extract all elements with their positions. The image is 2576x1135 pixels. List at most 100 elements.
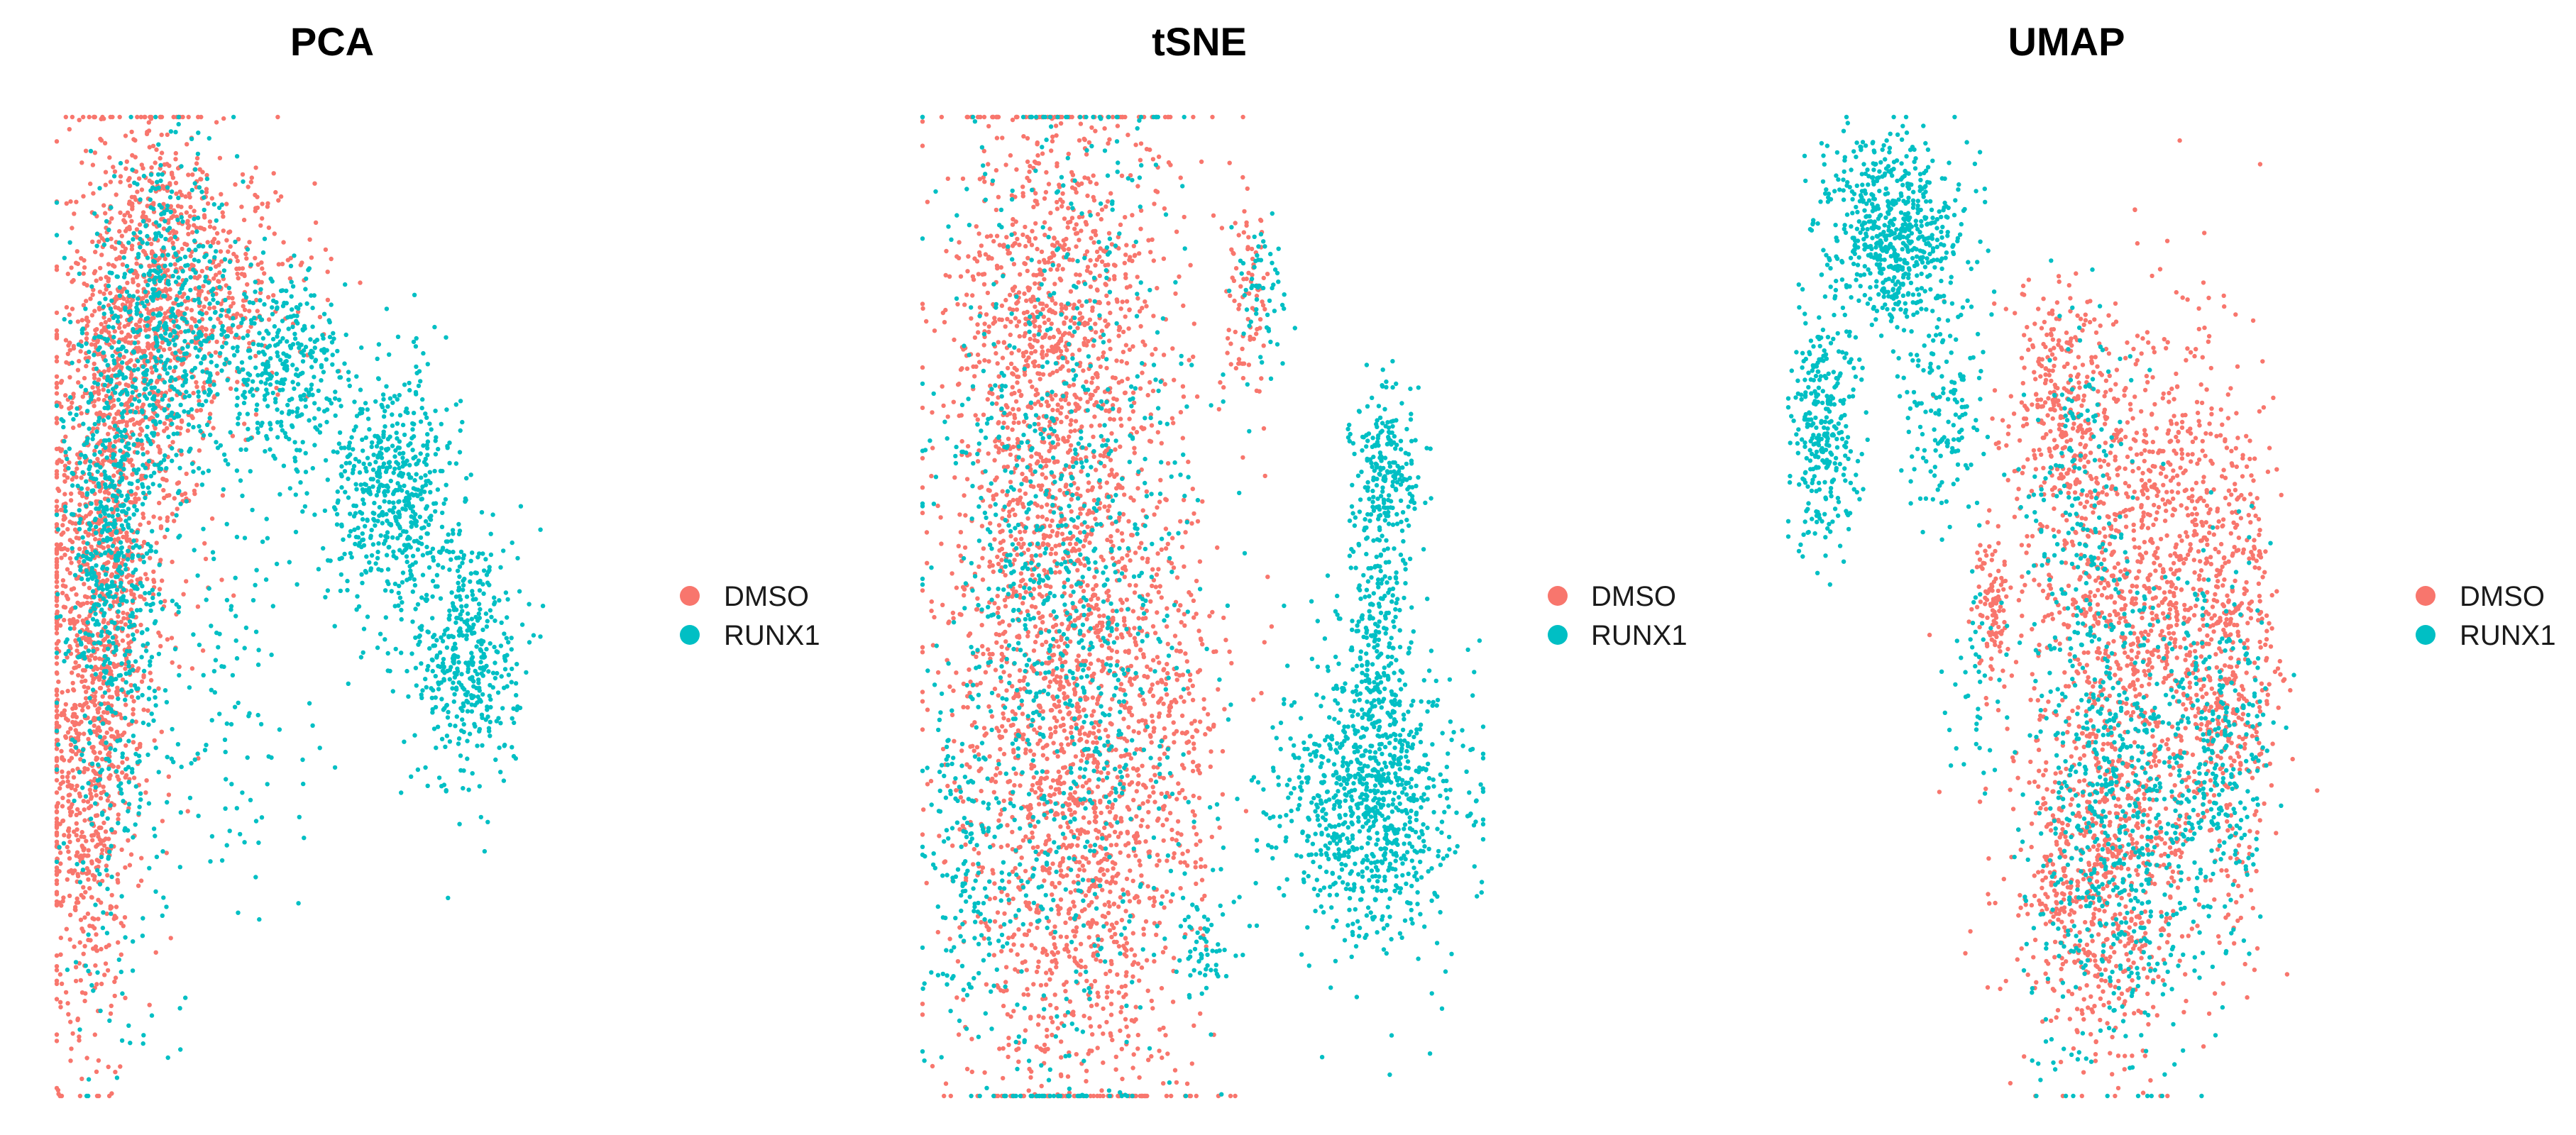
data-point	[489, 614, 494, 619]
data-point	[298, 480, 303, 485]
data-point	[97, 677, 102, 682]
data-point	[97, 1093, 101, 1099]
data-point	[192, 548, 197, 553]
data-point	[97, 656, 102, 661]
data-point	[63, 434, 68, 439]
data-point	[126, 633, 131, 638]
data-point	[96, 481, 101, 486]
data-point	[175, 506, 180, 511]
data-point	[54, 598, 60, 603]
data-point	[375, 645, 380, 650]
data-point	[67, 912, 73, 918]
data-point	[81, 194, 86, 199]
data-point	[149, 415, 154, 420]
data-point	[410, 427, 415, 432]
data-point	[182, 241, 187, 246]
data-point	[133, 345, 139, 350]
data-point	[54, 704, 60, 709]
data-point	[138, 114, 143, 120]
data-point	[381, 541, 387, 546]
data-point	[309, 255, 314, 260]
data-point	[214, 264, 219, 269]
data-point	[275, 330, 280, 336]
data-point	[468, 579, 473, 584]
data-point	[138, 230, 143, 235]
data-point	[163, 263, 167, 268]
data-point	[105, 706, 110, 711]
data-point	[203, 556, 209, 562]
data-point	[176, 275, 181, 280]
data-point	[251, 341, 256, 346]
data-point	[206, 392, 211, 397]
data-point	[108, 179, 114, 184]
data-point	[411, 493, 416, 498]
data-point	[199, 177, 204, 182]
data-point	[231, 353, 237, 358]
data-point	[97, 289, 103, 294]
data-point	[111, 325, 116, 330]
data-point	[211, 201, 216, 207]
data-point	[123, 563, 128, 568]
data-point	[120, 337, 126, 342]
data-point	[103, 475, 108, 481]
data-point	[127, 176, 132, 181]
data-point	[138, 313, 144, 318]
data-point	[147, 277, 152, 282]
data-point	[303, 470, 309, 475]
data-point	[131, 512, 136, 517]
data-point	[456, 736, 462, 741]
data-point	[106, 1093, 112, 1099]
data-point	[213, 309, 218, 315]
data-point	[158, 633, 163, 638]
data-point	[278, 194, 284, 199]
data-point	[84, 600, 90, 605]
data-point	[352, 399, 357, 404]
data-point	[54, 964, 60, 969]
data-point	[109, 205, 114, 210]
data-point	[77, 536, 82, 541]
data-point	[83, 696, 89, 701]
data-point	[273, 399, 278, 405]
data-point	[220, 344, 225, 350]
data-point	[106, 431, 111, 436]
data-point	[146, 120, 151, 125]
data-point	[92, 342, 98, 348]
data-point	[124, 289, 130, 294]
data-point	[77, 358, 82, 364]
data-point	[88, 392, 93, 397]
data-point	[404, 577, 409, 582]
data-point	[126, 332, 131, 337]
data-point	[77, 1034, 82, 1039]
data-point	[92, 594, 97, 600]
data-point	[103, 297, 108, 301]
data-point	[265, 294, 271, 300]
data-point	[312, 181, 317, 186]
data-point	[113, 975, 119, 980]
data-point	[214, 249, 219, 254]
data-point	[163, 270, 167, 275]
data-point	[236, 421, 241, 426]
data-point	[280, 319, 285, 323]
data-point	[62, 658, 67, 664]
data-point	[153, 253, 158, 258]
data-point	[60, 795, 65, 801]
data-point	[376, 489, 381, 494]
data-point	[167, 378, 173, 383]
data-point	[114, 553, 119, 558]
data-point	[413, 607, 418, 611]
data-point	[112, 914, 117, 919]
data-point	[111, 335, 116, 340]
data-point	[185, 218, 190, 223]
data-point	[330, 362, 335, 367]
data-point	[402, 483, 407, 488]
data-point	[81, 895, 86, 900]
data-point	[92, 404, 97, 409]
data-point	[189, 339, 194, 344]
data-point	[123, 444, 128, 449]
data-point	[81, 114, 86, 120]
data-point	[365, 518, 370, 523]
data-point	[54, 790, 60, 795]
data-point	[419, 406, 424, 411]
data-point	[87, 521, 92, 526]
